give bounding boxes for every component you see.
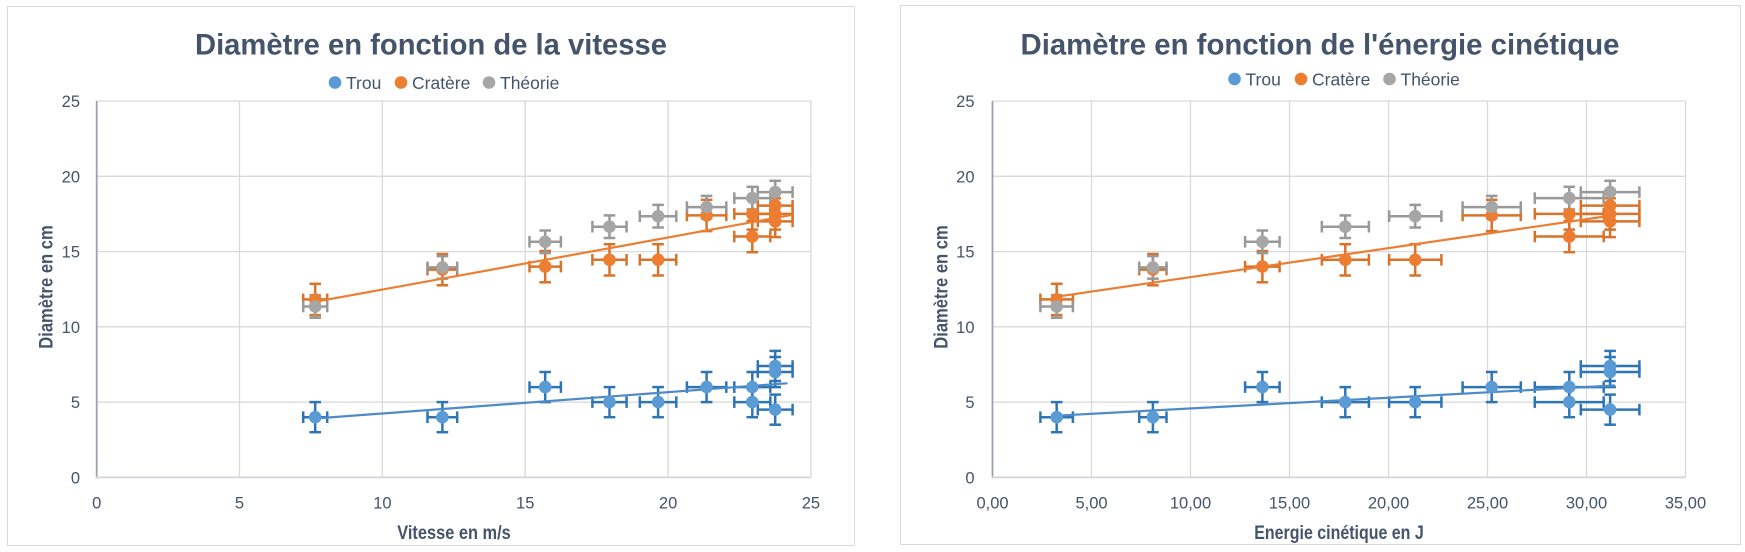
- svg-text:Diamètre en fonction de la vit: Diamètre en fonction de la vitesse: [195, 29, 667, 62]
- svg-text:15: 15: [516, 495, 534, 513]
- svg-text:10,00: 10,00: [1170, 495, 1211, 513]
- svg-text:Théorie: Théorie: [500, 73, 559, 93]
- svg-text:0: 0: [965, 469, 974, 487]
- svg-text:15,00: 15,00: [1269, 495, 1310, 513]
- svg-text:Théorie: Théorie: [1401, 70, 1460, 90]
- svg-text:0: 0: [92, 495, 101, 513]
- svg-text:15: 15: [956, 244, 974, 262]
- svg-text:15: 15: [62, 244, 80, 262]
- svg-text:5: 5: [235, 495, 244, 513]
- svg-text:30,00: 30,00: [1566, 495, 1607, 513]
- svg-text:35,00: 35,00: [1665, 495, 1706, 513]
- svg-text:5: 5: [965, 394, 974, 412]
- svg-text:25: 25: [956, 93, 974, 111]
- svg-text:0,00: 0,00: [976, 495, 1008, 513]
- svg-text:0: 0: [71, 469, 80, 487]
- svg-text:25: 25: [802, 495, 820, 513]
- svg-text:Energie cinétique en J: Energie cinétique en J: [1254, 522, 1424, 544]
- svg-text:25,00: 25,00: [1467, 495, 1508, 513]
- svg-text:20: 20: [659, 495, 677, 513]
- svg-text:25: 25: [62, 93, 80, 111]
- svg-text:20: 20: [956, 168, 974, 186]
- svg-text:Cratère: Cratère: [1312, 70, 1370, 90]
- svg-text:20,00: 20,00: [1368, 495, 1409, 513]
- svg-text:Diamètre en cm: Diamètre en cm: [36, 225, 58, 349]
- svg-text:Trou: Trou: [1246, 70, 1281, 90]
- svg-text:10: 10: [62, 319, 80, 337]
- svg-text:20: 20: [62, 168, 80, 186]
- svg-text:Trou: Trou: [346, 73, 381, 93]
- svg-text:10: 10: [956, 319, 974, 337]
- svg-text:Cratère: Cratère: [412, 73, 470, 93]
- svg-text:5: 5: [71, 394, 80, 412]
- svg-text:Vitesse en m/s: Vitesse en m/s: [397, 522, 511, 544]
- svg-text:Diamètre en cm: Diamètre en cm: [931, 225, 953, 349]
- svg-text:10: 10: [373, 495, 391, 513]
- svg-text:Diamètre en fonction de l'éner: Diamètre en fonction de l'énergie cinéti…: [1021, 29, 1620, 62]
- svg-text:5,00: 5,00: [1075, 495, 1107, 513]
